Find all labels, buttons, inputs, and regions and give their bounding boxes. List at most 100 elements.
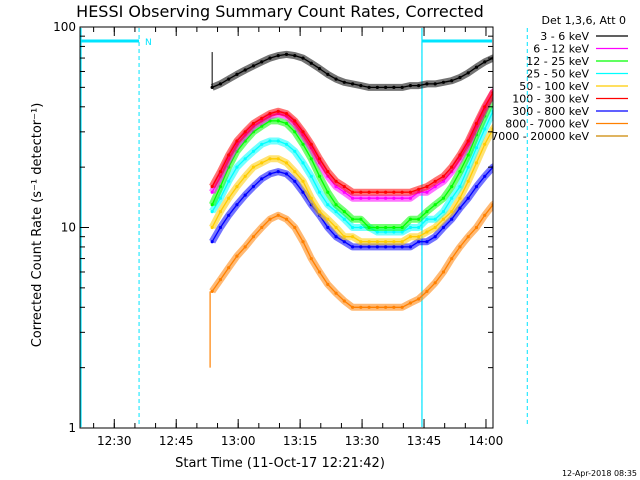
data-point [326, 217, 330, 221]
legend-label: 7000 - 20000 keV [491, 130, 589, 143]
data-point [392, 305, 396, 309]
data-point [260, 60, 264, 64]
data-point [260, 116, 264, 120]
data-point [293, 170, 297, 174]
data-point [284, 112, 289, 116]
data-point [235, 139, 239, 143]
data-point [284, 217, 289, 221]
time-markers [80, 28, 528, 427]
legend-label: 6 - 12 keV [533, 43, 589, 56]
data-point [433, 203, 437, 207]
series-800-7000-kev [209, 194, 511, 311]
data-point [227, 213, 231, 217]
data-point [500, 117, 503, 120]
data-point [508, 82, 511, 85]
data-point [384, 225, 388, 230]
data-point [251, 149, 256, 153]
data-point [400, 230, 404, 234]
data-point [375, 196, 379, 200]
data-point [293, 225, 297, 230]
data-point [227, 266, 231, 270]
data-point [350, 196, 355, 200]
data-point [342, 185, 346, 189]
data-point [235, 72, 239, 76]
data-point [500, 161, 503, 164]
data-point [458, 196, 462, 200]
data-point [400, 85, 404, 89]
x-tick-label: 13:15 [283, 434, 318, 448]
data-point [508, 194, 511, 197]
data-point [384, 305, 388, 309]
data-point [326, 72, 330, 76]
data-point [326, 203, 330, 207]
data-point [260, 142, 264, 146]
data-point [367, 240, 371, 244]
data-point [334, 225, 338, 230]
data-point [483, 105, 487, 109]
data-point [450, 257, 454, 261]
data-point [367, 245, 371, 249]
data-point [441, 80, 446, 84]
data-point [417, 187, 421, 191]
series-band [209, 200, 493, 311]
data-point [251, 64, 256, 68]
data-point [317, 270, 322, 274]
data-point [301, 240, 305, 244]
legend-label: 800 - 7000 keV [505, 118, 589, 131]
data-point [268, 139, 272, 143]
data-point [474, 185, 479, 189]
data-point [276, 54, 280, 58]
data-point [375, 240, 379, 244]
data-point [450, 79, 454, 83]
data-point [400, 225, 404, 230]
data-point [359, 196, 363, 200]
data-point [384, 230, 388, 234]
data-point [433, 235, 437, 239]
data-point [276, 170, 280, 174]
data-point [268, 157, 272, 161]
legend-label: 100 - 300 keV [512, 93, 589, 106]
data-point [326, 190, 330, 194]
data-point [309, 61, 313, 65]
series-100-300-kev [209, 88, 493, 196]
data-point [251, 165, 256, 169]
data-point [450, 165, 454, 169]
data-point [466, 71, 470, 75]
data-point [417, 240, 421, 244]
data-point [268, 172, 272, 176]
data-point [458, 185, 462, 189]
x-tick-label: 13:30 [345, 434, 380, 448]
data-point [408, 84, 412, 88]
data-point [309, 157, 313, 161]
data-point [450, 196, 454, 200]
data-point [260, 161, 264, 165]
data-point [276, 119, 280, 123]
data-point [342, 217, 346, 221]
data-point [293, 149, 297, 153]
data-point [342, 210, 346, 214]
data-point [441, 225, 446, 230]
x-axis-label: Start Time (11-Oct-17 12:21:42) [175, 456, 385, 471]
data-point [408, 245, 412, 249]
data-point [218, 196, 223, 200]
data-point [210, 210, 214, 214]
data-point [367, 196, 371, 200]
footer-timestamp: 12-Apr-2018 08:35 [562, 469, 637, 478]
data-point [243, 130, 247, 134]
series-300-800-kev [209, 161, 503, 251]
legend-label: 300 - 800 keV [512, 105, 589, 118]
data-point [268, 112, 272, 116]
data-point [243, 245, 247, 249]
data-point [350, 217, 355, 221]
data-point [210, 185, 214, 189]
data-point [284, 142, 289, 146]
data-point [500, 86, 503, 89]
data-point [466, 196, 470, 200]
data-point [359, 217, 363, 221]
series-50-100-kev [209, 117, 503, 246]
data-point [433, 82, 437, 86]
data-point [218, 210, 223, 214]
data-point [433, 225, 437, 230]
data-point [218, 278, 223, 282]
data-point [218, 185, 223, 189]
